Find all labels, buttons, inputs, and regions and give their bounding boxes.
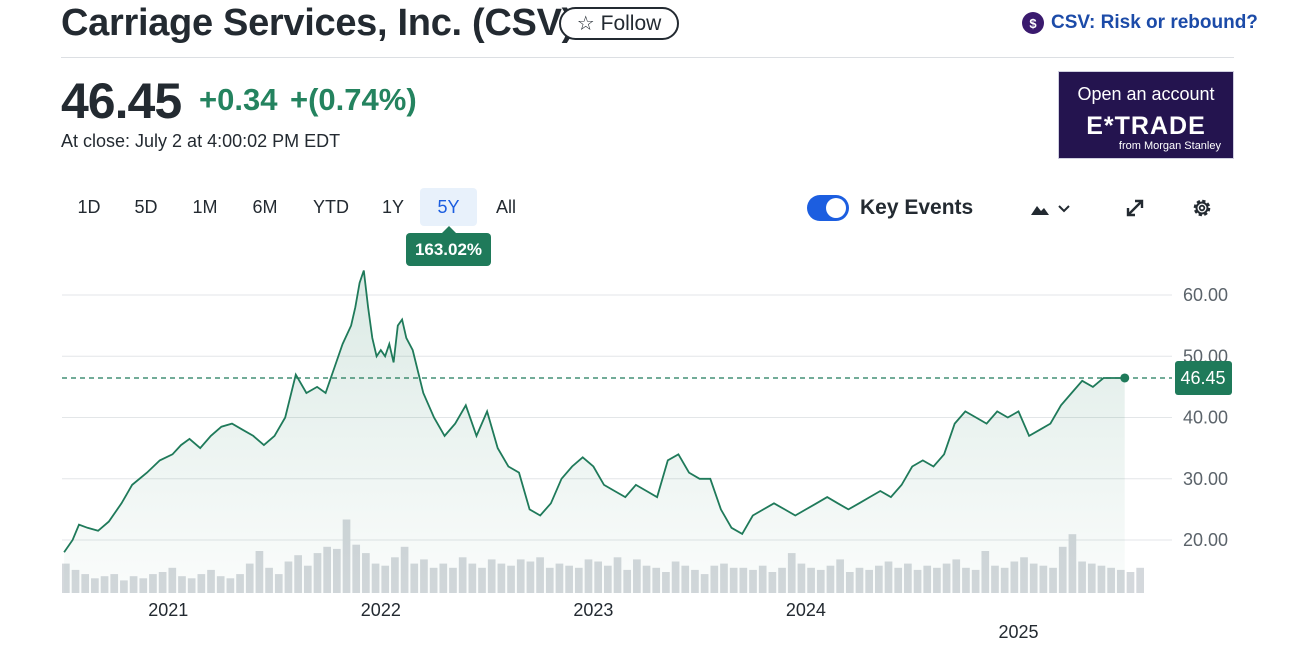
x-tick-label: 2021	[148, 600, 188, 620]
range-tab-5y[interactable]: 5Y	[420, 188, 477, 226]
ad-headline: Open an account	[1077, 84, 1215, 104]
key-events-label: Key Events	[860, 196, 974, 219]
y-tick-label: 40.00	[1183, 408, 1228, 428]
star-icon: ☆	[576, 12, 595, 35]
chart-settings-button[interactable]	[1188, 194, 1216, 222]
promo-label: CSV: Risk or rebound?	[1051, 12, 1258, 33]
close-timestamp: At close: July 2 at 4:00:02 PM EDT	[61, 131, 341, 151]
x-tick-label: 2024	[786, 600, 826, 620]
key-events-toggle[interactable]	[807, 195, 849, 221]
x-tick-label: 2025	[998, 622, 1038, 642]
range-tab-ytd[interactable]: YTD	[313, 196, 349, 217]
range-tab-1d[interactable]: 1D	[77, 196, 101, 217]
volume-bar	[1136, 567, 1144, 593]
y-tick-label: 60.00	[1183, 285, 1228, 305]
ad-subtext: from Morgan Stanley	[1118, 140, 1221, 152]
x-axis-labels: 2021 2022 2023 2024 2025	[148, 600, 1038, 642]
mountain-chart-icon	[1031, 206, 1049, 215]
x-tick-label: 2023	[573, 600, 613, 620]
expand-icon	[1126, 199, 1144, 217]
last-price-tag-label: 46.45	[1180, 368, 1225, 388]
quote-price: 46.45	[61, 73, 182, 129]
promo-link[interactable]: $ CSV: Risk or rebound?	[1022, 12, 1258, 34]
range-tab-6m[interactable]: 6M	[252, 196, 278, 217]
quote-change: +0.34	[199, 82, 278, 117]
gear-icon	[1193, 199, 1211, 217]
header-divider	[61, 57, 1234, 58]
x-tick-label: 2022	[361, 600, 401, 620]
price-series-line	[63, 270, 1125, 553]
dollar-icon: $	[1022, 12, 1044, 34]
toggle-knob	[826, 198, 846, 218]
last-price-dot	[1120, 373, 1130, 383]
etrade-ad[interactable]: Open an account E*TRADE from Morgan Stan…	[1058, 71, 1234, 159]
chevron-down-icon	[1058, 205, 1070, 213]
range-tab-1m[interactable]: 1M	[192, 196, 218, 217]
last-price-tag-group: 46.45	[1175, 360, 1232, 395]
fullscreen-button[interactable]	[1121, 194, 1149, 222]
volume-bar	[1126, 572, 1135, 593]
follow-label: Follow	[600, 11, 662, 35]
last-price-tag	[1175, 360, 1232, 395]
price-area-fill	[64, 270, 1125, 593]
quote-change-percent: +(0.74%)	[290, 82, 417, 117]
period-change-badge: 163.02%	[406, 226, 491, 266]
y-tick-label: 30.00	[1183, 469, 1228, 489]
range-tab-5d[interactable]: 5D	[134, 196, 158, 217]
range-tab-all[interactable]: All	[495, 196, 516, 217]
y-tick-label: 20.00	[1183, 530, 1228, 550]
range-tab-1y[interactable]: 1Y	[381, 196, 405, 217]
follow-button[interactable]: ☆ Follow	[559, 7, 679, 40]
page-title: Carriage Services, Inc. (CSV)	[61, 2, 574, 44]
chart-type-dropdown[interactable]	[1030, 196, 1082, 222]
ad-brand-logo: E*TRADE	[1086, 112, 1206, 140]
